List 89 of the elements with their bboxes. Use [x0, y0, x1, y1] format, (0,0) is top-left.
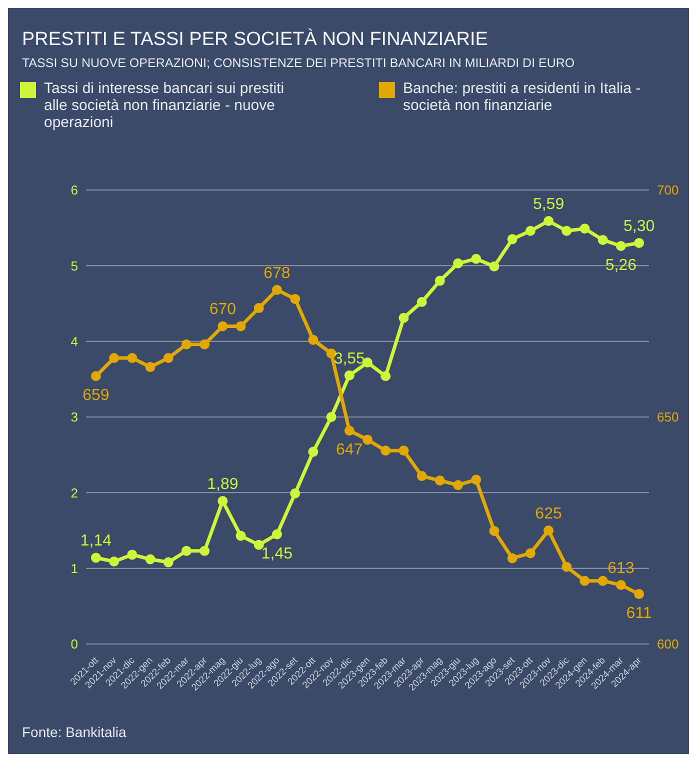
point: [290, 488, 300, 498]
data-label: 647: [336, 442, 363, 459]
data-label: 611: [626, 605, 652, 622]
point: [236, 530, 246, 541]
point: [127, 352, 138, 363]
point: [544, 216, 554, 226]
point: [489, 526, 500, 536]
y-tick-label: 1: [70, 560, 78, 576]
point: [507, 553, 518, 564]
point: [453, 480, 464, 490]
point: [398, 446, 409, 456]
point: [127, 550, 138, 560]
point: [471, 474, 482, 485]
point: [236, 321, 246, 332]
point: [598, 234, 608, 245]
point: [544, 526, 554, 536]
point: [434, 276, 445, 286]
y-tick-label: 5: [70, 258, 78, 274]
data-label: 625: [535, 506, 562, 522]
point: [616, 580, 626, 590]
point: [434, 476, 445, 486]
point: [471, 254, 482, 264]
point: [344, 426, 354, 436]
chart-title: PRESTITI E TASSI PER SOCIETÀ NON FINANZIARIE: [22, 28, 489, 52]
data-label: 5,26: [605, 256, 637, 274]
point: [163, 557, 174, 568]
point: [254, 540, 264, 550]
y2-tick-label: 650: [657, 410, 679, 425]
data-label: 1,14: [80, 532, 112, 550]
point: [181, 339, 192, 350]
y-tick-label: 6: [70, 182, 78, 198]
point: [90, 371, 101, 382]
point: [453, 258, 464, 268]
point: [218, 321, 228, 332]
data-label: 3,55: [334, 350, 366, 368]
y-tick-label: 3: [70, 410, 78, 425]
data-label: 1,45: [261, 545, 293, 562]
point: [562, 226, 572, 236]
point: [200, 339, 210, 350]
point: [308, 334, 318, 345]
point: [398, 312, 409, 323]
point: [272, 529, 282, 540]
data-label: 5,59: [532, 196, 564, 214]
point: [362, 434, 372, 445]
point: [254, 303, 264, 314]
point: [308, 446, 318, 457]
point: [580, 224, 590, 234]
legend-label: Tassi di interesse bancari sui prestiti alle società non finanziarie - nuove operazioni: [44, 80, 286, 131]
point: [634, 238, 644, 248]
point: [109, 352, 120, 363]
y-tick-label: 0: [70, 636, 78, 652]
point: [218, 496, 228, 506]
data-label: 5,30: [623, 218, 655, 235]
point: [525, 226, 536, 236]
point: [145, 554, 156, 564]
point: [634, 589, 644, 600]
y-tick-label: 2: [70, 485, 78, 500]
point: [200, 546, 210, 556]
point: [290, 294, 300, 304]
point: [416, 296, 427, 307]
point: [598, 576, 608, 586]
data-label: 678: [264, 264, 290, 282]
point: [489, 261, 500, 272]
data-label: 1,89: [207, 476, 238, 493]
point: [326, 412, 336, 422]
point: [580, 576, 590, 586]
y-tick-label: 4: [70, 334, 78, 349]
point: [163, 352, 174, 363]
point: [344, 370, 354, 380]
point: [616, 240, 626, 251]
point: [181, 546, 192, 556]
data-label: 670: [209, 301, 236, 318]
data-label: 659: [82, 387, 110, 404]
point: [525, 548, 536, 558]
y2-tick-label: 700: [657, 182, 679, 198]
legend-label: Banche: prestiti a residenti in Italia - società non finanziarie: [403, 80, 642, 114]
point: [145, 362, 156, 372]
y2-tick-label: 600: [657, 636, 679, 652]
data-label: 613: [608, 560, 634, 577]
point: [109, 556, 120, 567]
point: [380, 371, 391, 382]
point: [380, 446, 391, 456]
point: [90, 552, 101, 563]
point: [416, 471, 427, 482]
point: [507, 234, 518, 244]
point: [272, 284, 282, 295]
chart-subtitle: TASSI SU NUOVE OPERAZIONI; CONSISTENZE DEI PRESTITI BANCARI IN MILIARDI DI EURO: [22, 55, 576, 72]
point: [562, 562, 572, 572]
source-note: Fonte: Bankitalia: [22, 724, 126, 740]
